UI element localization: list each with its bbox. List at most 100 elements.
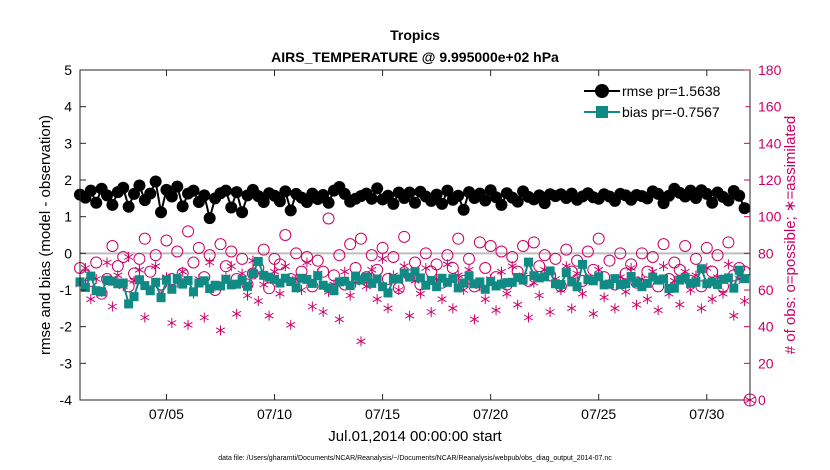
rmse-point	[409, 196, 421, 209]
obs-possible-marker	[214, 238, 227, 251]
asterisk-stroke	[232, 310, 242, 317]
y-tick-label: 2	[64, 172, 72, 188]
bias-point	[297, 273, 307, 283]
obs-possible-marker	[182, 225, 195, 238]
legend-rmse-marker	[595, 84, 609, 98]
bias-point	[226, 280, 236, 290]
bias-point	[723, 273, 733, 283]
bias-point	[675, 275, 685, 285]
rmse-point	[198, 189, 211, 202]
rmse-series-layer	[74, 175, 751, 225]
y-axis-label: rmse and bias (model - observation)	[37, 115, 54, 355]
rmse-point	[101, 189, 114, 202]
bias-point	[91, 286, 101, 296]
obs-assimilated-marker	[356, 336, 366, 347]
bias-point	[259, 270, 269, 280]
obs-possible-marker	[635, 247, 648, 260]
asterisk-stroke	[199, 314, 209, 321]
obs-assimilated-marker	[658, 261, 669, 272]
asterisk-stroke	[588, 310, 598, 317]
y2-tick-label: 40	[758, 319, 774, 335]
bias-point	[459, 278, 469, 288]
obs-assimilated-marker	[215, 325, 226, 336]
bias-point	[313, 271, 323, 281]
asterisk-stroke	[183, 321, 193, 328]
bias-point	[529, 271, 539, 281]
asterisk-stroke	[448, 305, 458, 312]
asterisk-stroke	[685, 287, 696, 293]
obs-assimilated-marker	[545, 307, 555, 317]
bias-point	[448, 274, 458, 284]
obs-possible-marker	[144, 265, 157, 278]
bias-point	[523, 257, 533, 267]
obs-assimilated-marker	[383, 303, 393, 314]
bias-point	[702, 279, 712, 289]
x-tick-label: 07/15	[365, 406, 400, 422]
bias-point	[642, 278, 652, 288]
chart-title: Tropics	[390, 27, 440, 43]
obs-possible-marker	[657, 238, 670, 251]
asterisk-stroke	[275, 290, 285, 297]
y2-tick-label: 0	[758, 392, 766, 408]
asterisk-stroke	[723, 261, 733, 268]
asterisk-stroke	[307, 303, 317, 310]
asterisk-stroke	[302, 259, 312, 266]
asterisk-stroke	[280, 263, 290, 270]
asterisk-stroke	[631, 301, 642, 308]
bias-point	[545, 266, 555, 276]
rmse-point	[495, 198, 508, 211]
bias-point	[432, 282, 442, 292]
obs-possible-marker	[387, 251, 400, 263]
plot-frame	[79, 69, 751, 401]
bias-point	[686, 278, 696, 288]
obs-assimilated-marker	[307, 301, 317, 312]
rmse-point	[144, 187, 157, 200]
bias-point	[156, 293, 166, 303]
bias-point	[669, 283, 679, 293]
obs-assimilated-marker	[599, 292, 609, 303]
asterisk-stroke	[561, 263, 571, 270]
bias-point	[637, 282, 647, 292]
obs-possible-marker	[722, 236, 735, 249]
obs-assimilated-marker	[367, 264, 377, 275]
bias-point	[129, 292, 139, 302]
obs-assimilated-marker	[469, 314, 480, 325]
asterisk-stroke	[80, 265, 91, 271]
rmse-point	[738, 202, 751, 215]
obs-possible-marker	[679, 240, 692, 252]
obs-assimilated-marker	[102, 257, 112, 268]
rmse-point	[365, 192, 378, 205]
obs-possible-marker	[495, 245, 508, 258]
bias-point	[291, 283, 301, 293]
asterisk-stroke	[594, 266, 604, 273]
rmse-point	[722, 194, 735, 207]
rmse-point	[187, 184, 200, 197]
legend-rmse-label: rmse pr=1.5638	[622, 83, 721, 99]
obs-possible-marker	[689, 252, 702, 265]
bias-point	[740, 274, 750, 284]
obs-possible-marker	[614, 247, 627, 260]
obs-assimilated-marker	[259, 279, 269, 290]
bias-point	[648, 272, 658, 282]
obs-assimilated-marker	[124, 252, 134, 262]
obs-possible-marker	[398, 230, 411, 243]
obs-possible-marker	[138, 232, 151, 245]
asterisk-stroke	[242, 292, 253, 299]
asterisk-stroke	[215, 327, 226, 334]
bias-series-layer	[75, 256, 750, 309]
bias-point	[405, 272, 415, 282]
bias-point	[550, 279, 560, 289]
obs-assimilated-marker	[86, 294, 96, 305]
bias-point	[713, 280, 723, 289]
bias-point	[221, 274, 231, 284]
rmse-point	[84, 184, 97, 197]
obs-assimilated-marker	[448, 303, 458, 314]
bias-point	[691, 277, 701, 287]
bias-point	[302, 274, 312, 284]
obs-assimilated-marker	[588, 308, 598, 319]
bias-point	[707, 277, 717, 287]
bias-point	[237, 275, 247, 285]
obs-assimilated-marker	[226, 261, 236, 272]
obs-assimilated-marker	[264, 310, 274, 321]
bias-point	[594, 272, 604, 282]
